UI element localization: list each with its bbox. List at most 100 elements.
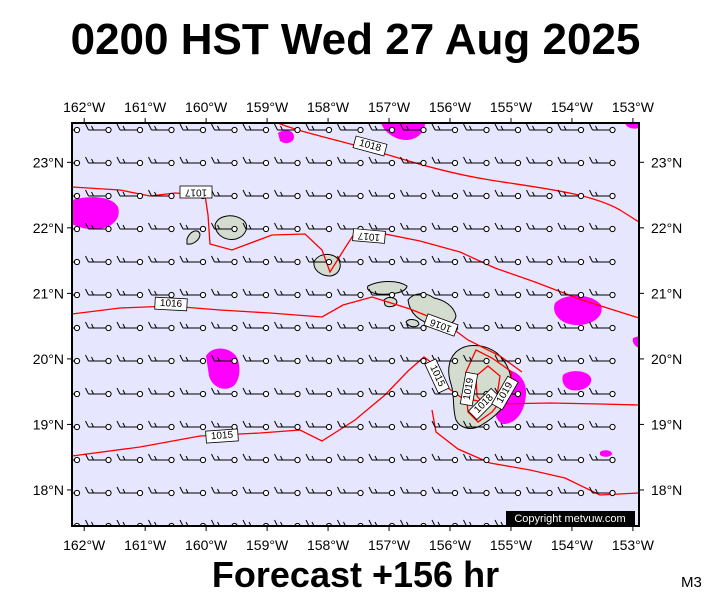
wind-barb-icon: [179, 321, 207, 332]
wind-barb-icon: [368, 255, 396, 266]
wind-barb-icon: [589, 354, 616, 365]
open-circle-icon: [546, 126, 553, 134]
open-circle-icon: [325, 423, 333, 431]
wind-barb-icon: [85, 354, 112, 365]
open-circle-icon: [231, 324, 238, 332]
wind-barb-icon: [274, 420, 301, 431]
open-circle-icon: [199, 126, 207, 134]
open-circle-icon: [262, 423, 270, 431]
open-circle-icon: [514, 291, 522, 299]
open-circle-icon: [325, 390, 333, 398]
lon-tick-label: 158°W: [307, 99, 350, 115]
open-circle-icon: [73, 126, 81, 134]
wind-barb-icon: [305, 321, 333, 332]
open-circle-icon: [231, 456, 238, 464]
wind-barb-icon: [431, 255, 459, 266]
wind-barb-icon: [337, 387, 364, 398]
wind-barb-icon: [72, 258, 81, 266]
wind-barb-icon: [274, 453, 301, 464]
wind-barb-icon: [463, 255, 490, 266]
open-circle-icon: [325, 324, 333, 332]
open-circle-icon: [199, 456, 207, 464]
lon-tick-label: 162°W: [63, 99, 106, 115]
wind-barb-icon: [274, 288, 301, 299]
isobar-label: 1015: [205, 428, 239, 444]
wind-barb-icon: [589, 123, 616, 134]
wind-barb-icon: [431, 288, 459, 299]
open-circle-icon: [168, 225, 175, 233]
open-circle-icon: [73, 291, 81, 299]
wind-barb-icon: [368, 354, 396, 365]
open-circle-icon: [105, 159, 112, 167]
wind-barb-icon: [337, 486, 364, 497]
open-circle-icon: [357, 456, 364, 464]
open-circle-icon: [388, 489, 396, 497]
open-circle-icon: [136, 423, 144, 431]
wind-barb-icon: [242, 156, 270, 167]
wind-barb-icon: [242, 420, 270, 431]
ocean-background: [72, 123, 639, 526]
copyright-badge: Copyright metvuw.com: [506, 511, 635, 525]
lon-tick-label: 160°W: [185, 99, 228, 115]
wind-barb-icon: [589, 420, 616, 431]
isobar-label: 1017: [352, 228, 386, 244]
wind-barb-icon: [337, 288, 364, 299]
wind-barb-icon: [242, 486, 270, 497]
lon-tick-label: 157°W: [368, 537, 411, 553]
wind-barb-icon: [116, 189, 144, 200]
open-circle-icon: [105, 258, 112, 266]
open-circle-icon: [609, 192, 616, 200]
wind-barb-icon: [274, 486, 301, 497]
wind-barb-icon: [463, 486, 490, 497]
wind-barb-icon: [431, 420, 459, 431]
open-circle-icon: [609, 456, 616, 464]
wind-barb-icon: [589, 288, 616, 299]
open-circle-icon: [514, 423, 522, 431]
isobar-label-text: 1016: [160, 298, 183, 310]
wind-barb-icon: [211, 156, 238, 167]
wind-barb-icon: [526, 189, 553, 200]
wind-barb-icon: [526, 321, 553, 332]
isobar-label: 1016: [154, 296, 188, 312]
wind-barb-icon: [211, 222, 238, 233]
lon-tick-label: 162°W: [63, 537, 106, 553]
wind-barb-icon: [305, 156, 333, 167]
wind-barb-icon: [72, 291, 81, 299]
isobar-label: 1016: [423, 313, 459, 337]
wind-barb-icon: [116, 486, 144, 497]
open-circle-icon: [609, 489, 616, 497]
wind-barb-icon: [494, 288, 522, 299]
wind-barb-icon: [463, 156, 490, 167]
isobar-label: 1017: [179, 185, 213, 199]
open-circle-icon: [262, 291, 270, 299]
lon-tick-label: 155°W: [490, 537, 533, 553]
open-circle-icon: [388, 423, 396, 431]
wind-barb-icon: [337, 123, 364, 134]
wind-barb-icon: [211, 453, 238, 464]
wind-barb-icon: [211, 354, 238, 365]
wind-barb-icon: [305, 453, 333, 464]
open-circle-icon: [168, 489, 175, 497]
wind-barb-icon: [400, 354, 427, 365]
wind-barb-icon: [400, 420, 427, 431]
open-circle-icon: [199, 324, 207, 332]
wind-barb-icon: [400, 222, 427, 233]
wind-barb-icon: [368, 189, 396, 200]
lat-tick-label: 23°N: [33, 154, 64, 170]
wind-barb-icon: [179, 420, 207, 431]
lon-tick-label: 158°W: [307, 537, 350, 553]
open-circle-icon: [294, 159, 301, 167]
wind-barb-icon: [148, 453, 175, 464]
rain-area: [562, 371, 592, 391]
wind-barb-icon: [368, 453, 396, 464]
open-circle-icon: [105, 225, 112, 233]
wind-barb-icon: [85, 156, 112, 167]
open-circle-icon: [420, 291, 427, 299]
lon-tick-label: 159°W: [246, 99, 289, 115]
open-circle-icon: [105, 357, 112, 365]
open-circle-icon: [357, 258, 364, 266]
lon-tick-label: 157°W: [368, 99, 411, 115]
wind-barb-icon: [589, 189, 616, 200]
wind-barb-icon: [148, 222, 175, 233]
open-circle-icon: [451, 489, 459, 497]
